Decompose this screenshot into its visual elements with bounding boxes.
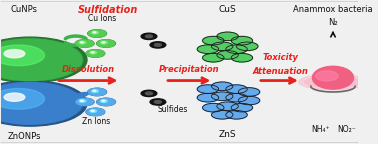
Circle shape (102, 100, 105, 101)
Ellipse shape (76, 92, 88, 97)
Circle shape (238, 96, 260, 105)
Circle shape (231, 53, 253, 62)
Text: Sulfidation: Sulfidation (78, 5, 138, 15)
Circle shape (226, 85, 247, 93)
Circle shape (197, 93, 218, 102)
Circle shape (87, 50, 104, 57)
Text: N₂: N₂ (328, 18, 338, 27)
Text: CuNPs: CuNPs (11, 5, 37, 14)
Circle shape (226, 93, 247, 102)
Circle shape (86, 50, 105, 57)
Circle shape (203, 103, 224, 112)
Circle shape (97, 40, 115, 47)
Text: ZnONPs: ZnONPs (7, 132, 41, 141)
Circle shape (212, 110, 233, 119)
Text: Anammox bacteria: Anammox bacteria (293, 5, 373, 14)
Circle shape (79, 41, 86, 44)
Circle shape (146, 35, 152, 38)
Text: Dissolution: Dissolution (62, 65, 115, 74)
Circle shape (212, 92, 233, 101)
Ellipse shape (63, 95, 76, 100)
Circle shape (146, 92, 152, 95)
Text: ZnS: ZnS (219, 130, 236, 139)
Circle shape (101, 100, 107, 102)
Circle shape (226, 110, 247, 119)
Text: Cu Ions: Cu Ions (88, 14, 116, 23)
Ellipse shape (313, 66, 353, 89)
Circle shape (88, 88, 106, 95)
Circle shape (101, 41, 107, 44)
Text: Zn Ions: Zn Ions (82, 117, 111, 126)
Circle shape (97, 98, 115, 106)
Text: NO₂⁻: NO₂⁻ (337, 125, 356, 133)
Text: Toxicity: Toxicity (262, 53, 298, 62)
Circle shape (88, 30, 107, 37)
Circle shape (0, 39, 83, 81)
Circle shape (0, 83, 82, 124)
Circle shape (154, 43, 161, 46)
Circle shape (212, 42, 233, 51)
Circle shape (0, 45, 45, 66)
Circle shape (197, 85, 218, 93)
Circle shape (203, 36, 224, 45)
Circle shape (90, 51, 96, 54)
Text: NH₄⁺: NH₄⁺ (311, 125, 330, 133)
Text: Sulfides: Sulfides (157, 105, 187, 114)
Circle shape (231, 36, 253, 45)
Circle shape (212, 82, 233, 91)
Circle shape (91, 110, 94, 111)
Ellipse shape (304, 77, 362, 87)
Ellipse shape (74, 96, 85, 101)
Circle shape (217, 32, 238, 41)
Circle shape (79, 100, 86, 102)
Circle shape (88, 88, 107, 96)
Circle shape (91, 90, 98, 92)
Circle shape (150, 99, 166, 105)
Circle shape (81, 100, 83, 101)
Circle shape (86, 108, 105, 116)
Circle shape (141, 90, 157, 96)
Circle shape (150, 42, 166, 48)
Circle shape (0, 81, 87, 126)
Circle shape (76, 40, 94, 47)
Text: Attenuation: Attenuation (252, 68, 308, 76)
Circle shape (0, 88, 45, 109)
Circle shape (4, 50, 25, 58)
Ellipse shape (299, 74, 367, 90)
Circle shape (154, 101, 161, 103)
Circle shape (197, 45, 218, 53)
Circle shape (0, 39, 82, 80)
Text: Precipitation: Precipitation (159, 65, 219, 74)
Circle shape (231, 103, 253, 112)
Circle shape (102, 42, 105, 43)
Circle shape (238, 88, 260, 96)
Circle shape (81, 42, 83, 43)
Circle shape (0, 82, 83, 124)
Circle shape (217, 102, 238, 110)
Circle shape (0, 37, 87, 83)
Circle shape (4, 93, 25, 101)
Ellipse shape (316, 71, 338, 81)
Circle shape (97, 98, 115, 106)
Circle shape (237, 42, 258, 51)
FancyBboxPatch shape (0, 1, 361, 143)
Ellipse shape (66, 91, 78, 96)
Circle shape (75, 40, 94, 47)
Circle shape (91, 52, 94, 53)
Circle shape (88, 30, 106, 37)
Circle shape (97, 40, 115, 47)
Circle shape (226, 45, 247, 53)
Circle shape (91, 31, 98, 34)
Circle shape (76, 98, 94, 106)
Circle shape (87, 108, 104, 115)
Text: CuS: CuS (219, 5, 237, 14)
Circle shape (141, 33, 157, 39)
Circle shape (203, 53, 224, 62)
Circle shape (93, 90, 96, 91)
Circle shape (90, 110, 96, 112)
Circle shape (75, 98, 94, 106)
Circle shape (217, 51, 238, 59)
Circle shape (93, 32, 96, 33)
